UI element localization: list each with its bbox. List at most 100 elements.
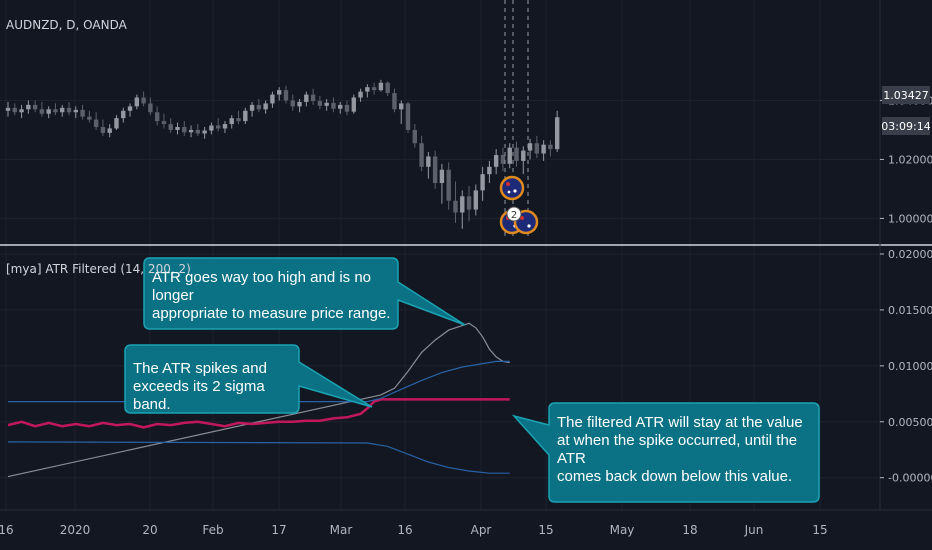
candle [182,121,187,136]
candle [121,107,126,123]
candle-body [154,112,160,122]
candle-body [60,107,65,113]
candle-body [80,109,85,117]
time-tick-label: 15 [812,523,827,537]
candle [507,143,512,169]
last-price-label: 1.03427 [882,86,930,104]
candle-body [229,118,234,125]
time-tick-label: Jun [744,523,764,537]
candle [500,147,506,172]
candle [317,96,323,110]
candle-body [493,155,499,167]
candle [243,107,248,125]
candle-body [432,156,438,184]
candle-body [182,127,187,133]
candle [548,140,553,157]
candle [53,103,58,116]
candle [310,88,316,105]
candle [60,104,65,117]
atr-indicator-pane [7,322,510,478]
last-price-text: 1.03427 [883,89,929,102]
candle-body [358,91,363,98]
candlestick-series [5,79,560,229]
candle [344,100,350,116]
candle-body [324,102,329,106]
candle [12,103,17,116]
candle [351,94,356,114]
event-count-text: 2 [511,210,517,221]
price-tick-label: 1.02000 [888,153,932,166]
time-tick-label: 16 [397,523,412,537]
candle [87,110,92,123]
candle [527,138,533,160]
candle-body [168,124,173,130]
candle-body [304,94,309,102]
indicator-tick-label: 0.01000 [888,360,932,373]
candle-body [521,150,526,161]
candle-body [39,109,45,114]
candle [256,98,262,113]
candle [432,150,438,189]
candle-body [202,130,207,134]
time-axis[interactable]: 16 2020 20 Feb 17 Mar 16 Apr 15 May 18 Jun 15 [0,523,828,537]
candle-body [541,144,546,154]
annotation-callouts[interactable] [124,257,820,503]
candle [80,104,85,120]
candle-body [12,107,17,113]
candle [195,124,201,136]
candle [473,184,479,216]
candle-body [466,196,472,210]
candle [107,124,112,138]
indicator-axis[interactable]: 0.02000 0.01500 0.01000 0.00500 -0.00000 [880,248,932,485]
event-markers[interactable]: 2 [499,0,539,240]
candle-body [188,129,194,133]
candle [453,181,458,223]
callout-box-atr-spike[interactable] [124,344,373,414]
time-tick-label: 17 [271,523,286,537]
candle-body [114,118,119,129]
candle [439,163,445,204]
candle [487,160,492,184]
candle [460,190,465,229]
countdown-label: 03:09:14 [881,117,931,135]
candle-body [507,147,512,164]
callout-box-filtered-atr[interactable] [511,402,820,503]
candle [405,101,411,133]
indicator-label[interactable]: [mya] ATR Filtered (14, 200, 2) [6,262,191,276]
indicator-tick-label: -0.00000 [888,472,932,485]
candle [331,97,336,113]
candle-body [209,125,214,131]
symbol-label[interactable]: AUDNZD, D, OANDA [6,18,127,32]
candle [93,112,99,130]
event-count-badge [506,206,522,222]
candle [263,100,268,114]
candle-body [121,110,126,119]
candle [134,94,140,110]
candle [222,121,228,133]
candle [249,101,255,117]
candle-body [5,107,11,111]
flag-icon[interactable] [499,175,525,201]
candle-body [344,104,350,112]
candle-body [371,87,377,91]
candle [399,100,404,125]
candle [534,135,540,158]
candle [26,100,31,114]
time-tick-label: May [610,523,635,537]
candle-body [399,103,404,110]
candle-body [26,104,31,110]
countdown-text: 03:09:14 [881,120,930,133]
callout-box-atr-high[interactable] [143,257,466,330]
price-tick-label: 1.00000 [888,212,932,225]
candle-body [480,174,485,191]
candle [378,79,384,92]
candle [39,101,45,117]
candle-body [66,107,72,113]
series-line-lower-band [7,441,510,474]
candle-body [419,143,424,167]
time-tick-label: 20 [142,523,157,537]
candle-body [405,103,411,130]
candle-body [277,90,282,95]
candle [412,124,417,148]
